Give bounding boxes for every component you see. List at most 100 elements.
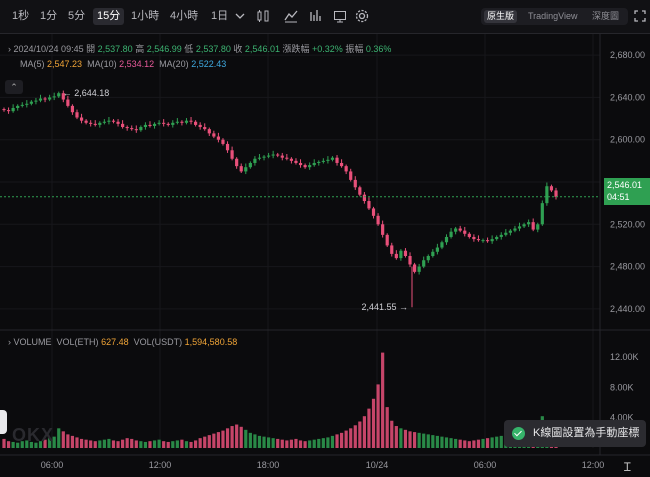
volume-bar <box>467 441 471 448</box>
volume-bar <box>422 433 426 448</box>
volume-bar <box>235 424 239 448</box>
volume-bar <box>180 439 184 448</box>
candle-body <box>335 157 339 163</box>
ma20-value: 2,522.43 <box>191 59 227 69</box>
amplitude-label: 振幅 <box>345 44 364 54</box>
interval-1m[interactable]: 1分 <box>40 10 58 22</box>
candle-body <box>148 124 152 126</box>
volume-bar <box>139 441 143 448</box>
ma10-value: 2,534.12 <box>119 59 155 69</box>
candle-body <box>312 162 316 166</box>
volume-bar <box>294 438 298 448</box>
candle-body <box>467 233 471 237</box>
view-mode-toggle: 原生版 TradingView 深度圖 <box>481 8 628 25</box>
volume-axis-label: 8.00K <box>610 382 634 392</box>
volume-bar <box>239 426 243 448</box>
ohlc-info: › 2024/10/24 09:45 開 2,537.80 高 2,546.99… <box>8 42 391 55</box>
interval-5m[interactable]: 5分 <box>68 10 86 22</box>
interval-1d[interactable]: 1日 <box>211 10 229 22</box>
volume-bar <box>339 432 344 448</box>
candle-body <box>61 93 65 100</box>
volume-bar <box>38 441 43 448</box>
candle-body <box>554 190 558 197</box>
volume-bar <box>93 441 97 448</box>
candle-body <box>303 165 307 168</box>
candle-body <box>444 236 449 243</box>
volume-bar <box>485 438 490 448</box>
candle-body <box>189 120 193 122</box>
candle-body <box>225 143 230 151</box>
candle-type-icon[interactable] <box>255 8 271 24</box>
view-depth[interactable]: 深度圖 <box>592 11 620 21</box>
candle-body <box>276 154 280 156</box>
volume-bar <box>43 439 47 448</box>
time-axis-label: 18:00 <box>257 460 280 470</box>
price-axis-label: 2,680.00 <box>610 50 645 60</box>
candle-body <box>166 123 170 125</box>
candle-body <box>70 105 75 113</box>
candle-body <box>545 186 549 204</box>
candle-body <box>180 121 184 123</box>
volume-bar <box>20 441 24 448</box>
candle-body <box>221 139 225 144</box>
candle-body <box>216 136 221 140</box>
ma20-label: MA(20) <box>159 59 189 69</box>
ma5-label: MA(5) <box>20 59 45 69</box>
candle-body <box>426 256 430 261</box>
candle-body <box>184 120 189 123</box>
drawing-tools-icon[interactable] <box>308 8 324 24</box>
price-axis-label: 2,600.00 <box>610 135 645 145</box>
volume-bar <box>381 352 385 448</box>
view-native[interactable]: 原生版 <box>484 10 518 23</box>
volume-bar <box>203 436 207 448</box>
volume-bar <box>435 435 439 448</box>
vol-usdt-value: 1,594,580.58 <box>184 337 238 347</box>
volume-bar <box>189 441 193 448</box>
check-circle-icon <box>512 427 525 440</box>
candle-body <box>107 120 111 122</box>
candle-body <box>454 228 458 232</box>
candle-body <box>517 226 522 229</box>
ma5-value: 2,547.23 <box>47 59 83 69</box>
candle-body <box>549 186 554 191</box>
volume-bar <box>34 442 38 448</box>
volume-bar <box>11 441 15 448</box>
volume-bar <box>98 440 102 448</box>
candle-body <box>381 224 385 235</box>
collapse-legend-button[interactable]: ⌃ <box>5 80 23 94</box>
template-icon[interactable] <box>332 8 348 24</box>
view-tradingview[interactable]: TradingView <box>528 11 578 21</box>
chevron-down-icon[interactable] <box>232 8 248 24</box>
interval-15m[interactable]: 15分 <box>93 8 125 25</box>
candle-body <box>294 160 298 163</box>
volume-bar <box>303 441 307 448</box>
open-label: 開 <box>86 44 96 54</box>
interval-1s[interactable]: 1秒 <box>12 10 30 22</box>
legend-chevron-icon[interactable]: › <box>8 44 11 54</box>
volume-bar <box>394 426 398 448</box>
candle-body <box>540 203 544 225</box>
volume-chevron-icon[interactable]: › <box>8 337 11 347</box>
interval-1h[interactable]: 1小時 <box>131 10 160 22</box>
indicators-icon[interactable] <box>283 8 299 24</box>
candle-body <box>472 236 476 240</box>
candle-body <box>527 222 531 225</box>
candle-body <box>248 162 252 168</box>
candle-body <box>394 253 398 259</box>
fullscreen-icon[interactable] <box>632 8 648 24</box>
interval-4h[interactable]: 4小時 <box>170 10 199 22</box>
volume-bar <box>326 437 330 448</box>
candle-body <box>349 171 353 180</box>
volume-bar <box>212 433 216 448</box>
side-drawer-handle[interactable] <box>0 410 7 434</box>
candle-body <box>157 122 161 124</box>
volume-bar <box>207 435 211 448</box>
candle-body <box>212 133 216 137</box>
volume-bar <box>52 436 56 448</box>
candle-body <box>207 129 211 134</box>
settings-gear-icon[interactable] <box>354 8 370 24</box>
candle-body <box>463 230 467 234</box>
volume-bar <box>499 435 503 448</box>
candle-body <box>29 101 33 104</box>
